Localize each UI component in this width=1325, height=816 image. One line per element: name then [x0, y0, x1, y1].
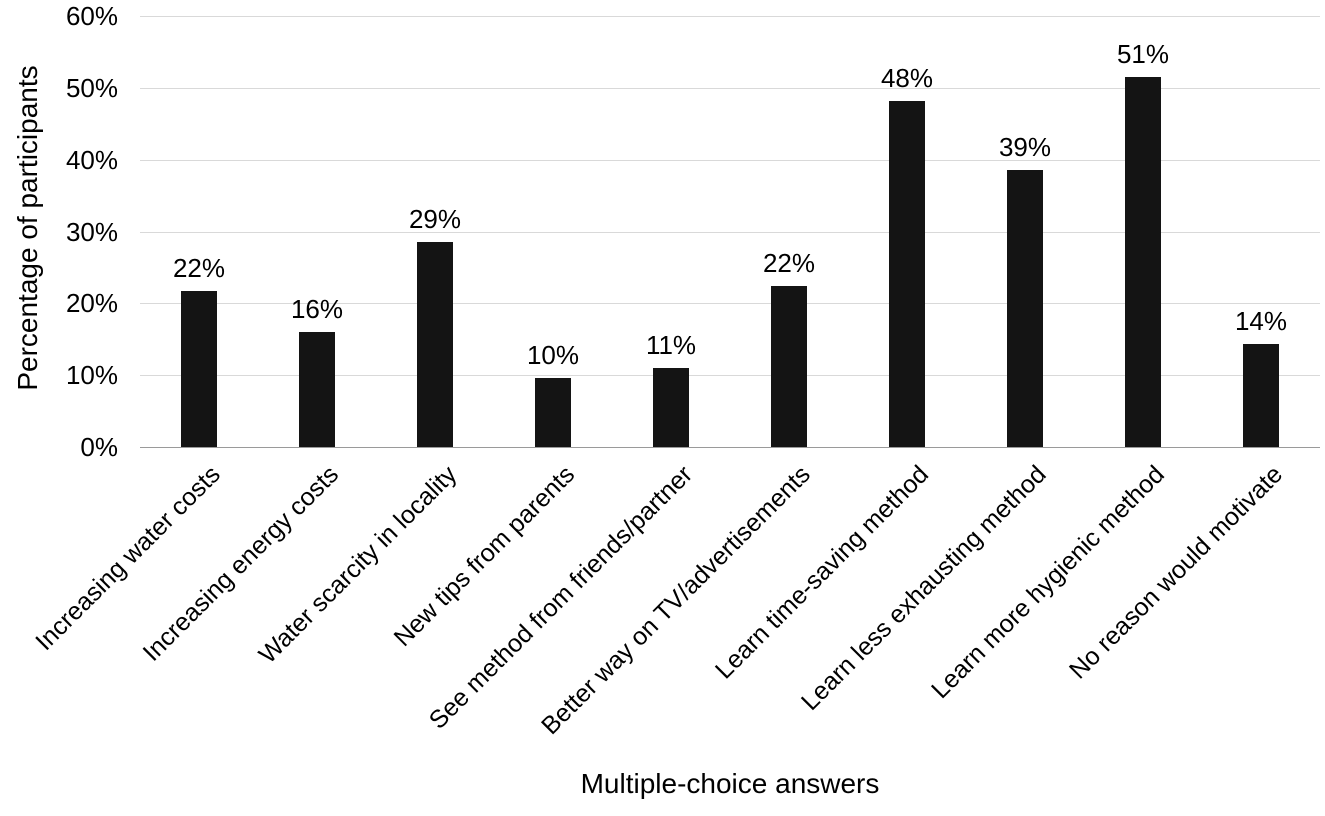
x-axis-title: Multiple-choice answers — [580, 768, 880, 799]
bar-value-label: 22% — [172, 253, 226, 284]
bar-value-label: 51% — [1116, 39, 1170, 70]
bar — [1243, 344, 1279, 447]
x-category-label: Learn time-saving method — [709, 460, 935, 685]
y-tick-label: 50% — [65, 72, 118, 103]
bar-value-label: 39% — [998, 132, 1052, 163]
x-category-label: Water scarcity in locality — [253, 460, 463, 670]
bar-value-label: 22% — [762, 248, 816, 279]
y-tick-label: 60% — [65, 1, 118, 31]
x-category-label: Increasing energy costs — [137, 460, 345, 667]
gridline — [140, 231, 1320, 233]
bar-value-label: 48% — [880, 62, 934, 93]
y-tick-label: 30% — [65, 216, 118, 247]
bar-value-label: 16% — [290, 294, 344, 325]
bar-value-label: 14% — [1234, 306, 1288, 337]
bar — [653, 367, 689, 447]
x-category-label: Learn less exhausting method — [796, 460, 1053, 716]
gridline — [140, 159, 1320, 161]
bar — [417, 241, 453, 447]
gridline — [140, 16, 1320, 17]
bar-value-label: 11% — [645, 329, 697, 360]
x-axis-line — [140, 447, 1320, 448]
bar — [181, 291, 217, 447]
x-category-label: No reason would motivate — [1063, 460, 1289, 685]
bar — [1125, 77, 1161, 447]
bar — [771, 286, 807, 447]
gridline — [140, 375, 1320, 377]
bar — [535, 378, 571, 447]
y-tick-label: 10% — [65, 360, 118, 391]
y-tick-label: 20% — [65, 288, 118, 319]
bar — [889, 100, 925, 447]
y-tick-label: 0% — [80, 432, 118, 462]
bar-value-label: 29% — [408, 203, 462, 234]
y-tick-label: 40% — [65, 144, 118, 175]
bar-value-label: 10% — [526, 340, 580, 371]
bar — [299, 332, 335, 447]
gridline — [140, 87, 1320, 89]
bar — [1007, 170, 1043, 447]
gridline — [140, 303, 1320, 305]
x-category-label: Learn more hygienic method — [926, 460, 1171, 705]
